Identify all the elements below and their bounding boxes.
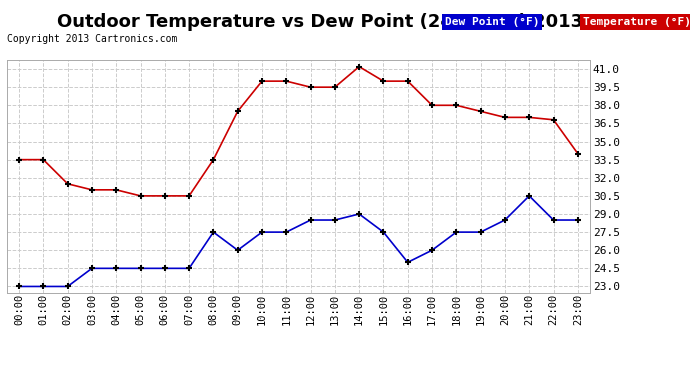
Text: Temperature (°F): Temperature (°F) <box>583 17 690 27</box>
Text: Dew Point (°F): Dew Point (°F) <box>445 17 540 27</box>
Text: Copyright 2013 Cartronics.com: Copyright 2013 Cartronics.com <box>7 34 177 44</box>
Text: Outdoor Temperature vs Dew Point (24 Hours) 20131107: Outdoor Temperature vs Dew Point (24 Hou… <box>57 13 633 31</box>
